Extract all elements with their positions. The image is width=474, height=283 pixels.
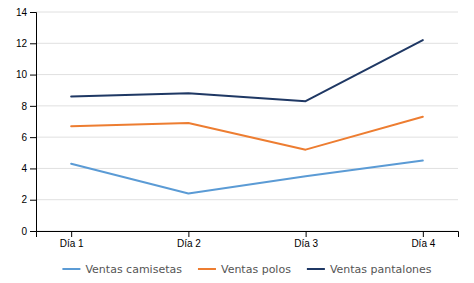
- legend-item: Ventas camisetas: [62, 263, 182, 276]
- y-tick: 6: [21, 132, 36, 143]
- y-tick-mark: [30, 106, 36, 107]
- grid-line: [36, 43, 458, 44]
- y-tick-label: 10: [16, 69, 28, 80]
- x-tick-mark: [306, 231, 307, 237]
- grid-line: [36, 199, 458, 200]
- x-tick-label: Día 1: [60, 238, 84, 249]
- y-tick-label: 4: [21, 163, 27, 174]
- x-tick: Día 4: [411, 231, 435, 249]
- grid-line: [36, 74, 458, 75]
- y-tick-mark: [30, 231, 36, 232]
- y-axis-line: [30, 13, 37, 232]
- y-tick-mark: [30, 168, 36, 169]
- y-tick-label: 0: [21, 226, 27, 237]
- series-line: [71, 117, 423, 150]
- legend-item: Ventas polos: [198, 263, 291, 276]
- y-tick-label: 14: [16, 7, 28, 18]
- legend-item: Ventas pantalones: [307, 263, 432, 276]
- plot: 0 2 4 6 8 10 12 14 Día 1 Día 2 Día 3 Día 4: [16, 7, 459, 249]
- grid-line: [36, 168, 458, 169]
- x-tick-label: Día 2: [177, 238, 201, 249]
- x-tick-label: Día 3: [294, 238, 318, 249]
- chart: 0 2 4 6 8 10 12 14 Día 1 Día 2 Día 3 Día 4 Ventas ca…: [0, 0, 474, 283]
- y-tick: 8: [21, 101, 36, 112]
- y-tick: 2: [21, 194, 36, 205]
- legend-swatch: [198, 268, 216, 270]
- y-tick-mark: [30, 43, 36, 44]
- grid: [36, 12, 458, 231]
- y-tick: 14: [16, 7, 36, 18]
- y-tick-mark: [30, 75, 36, 76]
- series-line: [71, 161, 423, 194]
- y-tick-mark: [30, 200, 36, 201]
- series-line: [71, 40, 423, 101]
- legend-label: Ventas pantalones: [330, 263, 432, 276]
- y-tick: 0: [21, 226, 36, 237]
- y-tick-label: 2: [21, 194, 27, 205]
- legend-swatch: [62, 268, 80, 270]
- legend-label: Ventas camisetas: [85, 263, 182, 276]
- grid-line: [36, 105, 458, 106]
- grid-line: [36, 12, 458, 13]
- x-axis: Día 1 Día 2 Día 3 Día 4: [37, 231, 459, 249]
- y-axis: 0 2 4 6 8 10 12 14: [16, 7, 37, 237]
- y-tick-label: 12: [16, 38, 28, 49]
- x-tick: Día 3: [294, 231, 318, 249]
- y-tick: 4: [21, 163, 36, 174]
- legend-label: Ventas polos: [221, 263, 291, 276]
- y-tick-mark: [30, 137, 36, 138]
- x-tick-label: Día 4: [411, 238, 435, 249]
- x-tick-mark: [423, 231, 424, 237]
- y-tick-label: 8: [21, 101, 27, 112]
- y-tick: 12: [16, 38, 36, 49]
- x-tick: Día 2: [177, 231, 201, 249]
- x-tick-mark: [188, 231, 189, 237]
- x-axis-line: [37, 232, 459, 238]
- y-tick: 10: [16, 69, 36, 80]
- y-tick-label: 6: [21, 132, 27, 143]
- legend-swatch: [307, 268, 325, 270]
- x-tick-mark: [71, 231, 72, 237]
- y-tick-mark: [30, 12, 36, 13]
- legend: Ventas camisetas Ventas polos Ventas panta…: [62, 263, 431, 276]
- lines: [71, 40, 423, 193]
- x-tick: Día 1: [60, 231, 84, 249]
